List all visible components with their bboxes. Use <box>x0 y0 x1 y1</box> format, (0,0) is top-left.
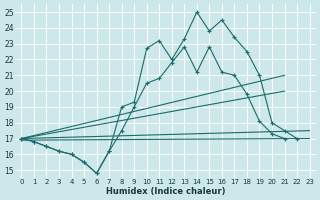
X-axis label: Humidex (Indice chaleur): Humidex (Indice chaleur) <box>106 187 225 196</box>
